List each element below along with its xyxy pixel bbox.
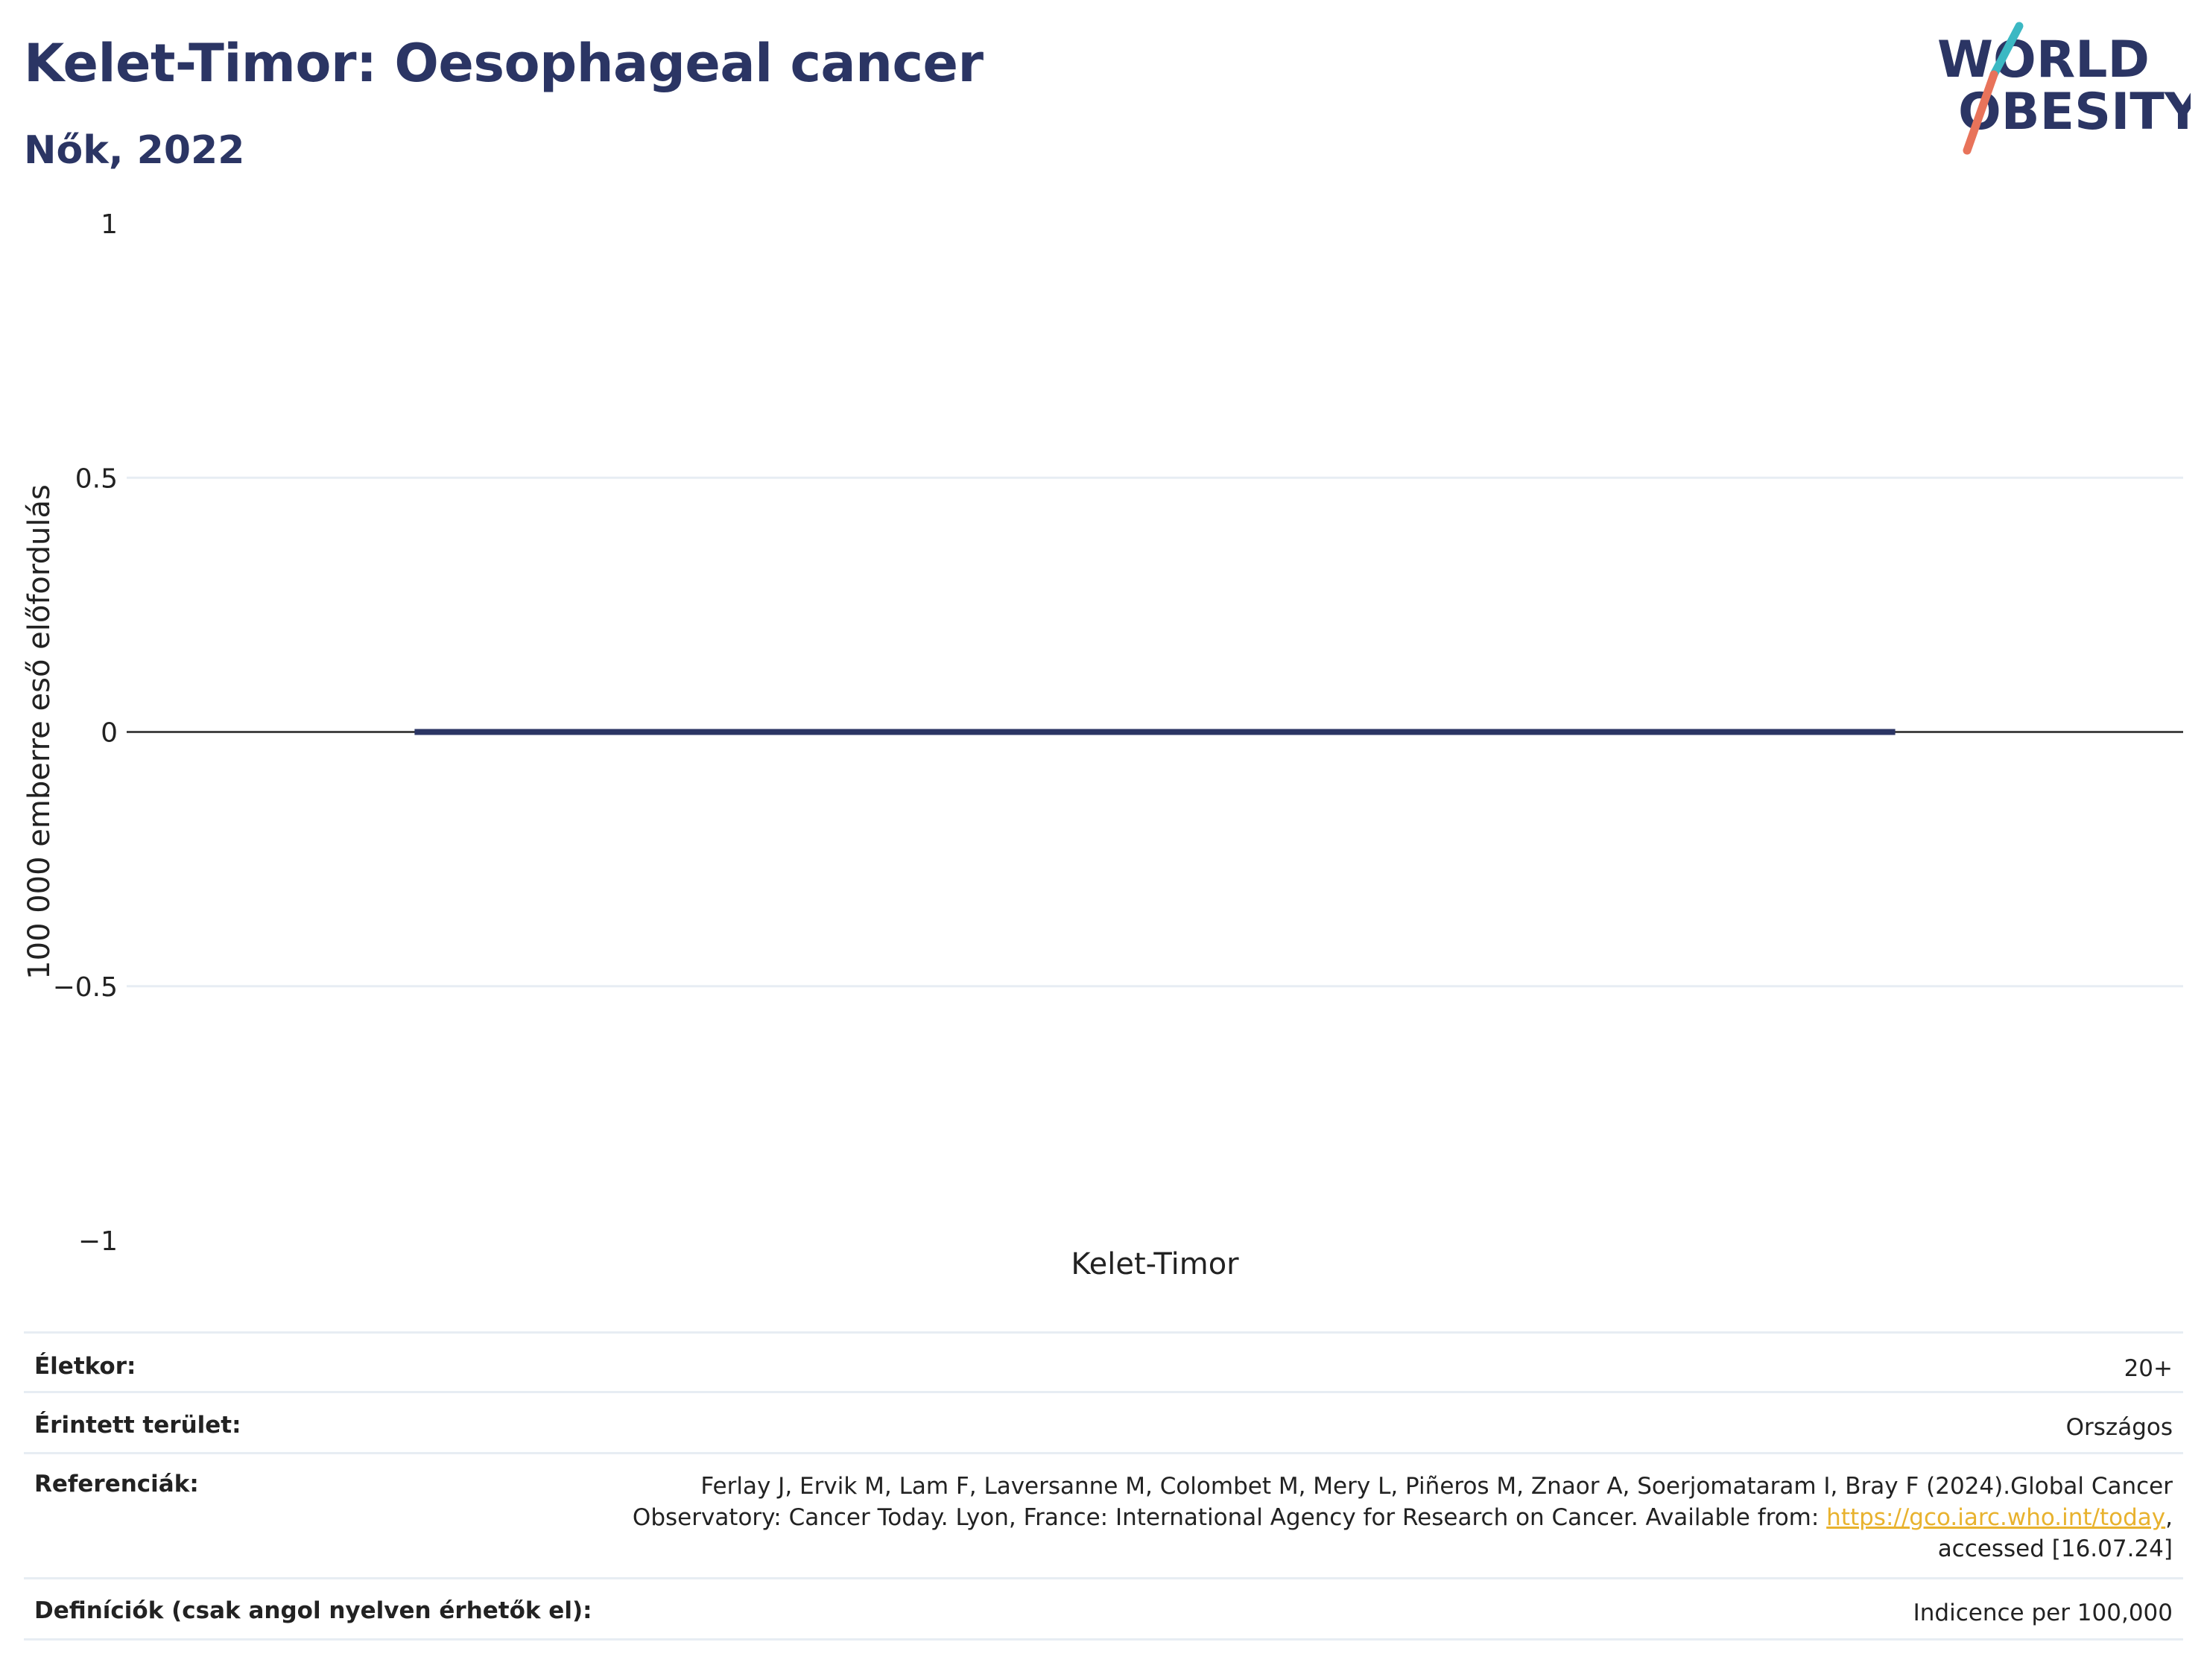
bar-kelet-timor [414, 729, 1896, 735]
logo-slash-teal [1989, 22, 2024, 79]
reference-link[interactable]: https://gco.iarc.who.int/today [1826, 1504, 2166, 1531]
references-value: Ferlay J, Ervik M, Lam F, Laversanne M, … [607, 1452, 2183, 1579]
reference-comma: , [2165, 1504, 2173, 1531]
x-axis-category-label: Kelet-Timor [1071, 1247, 1239, 1281]
y-tick-label: −1 [78, 1226, 118, 1257]
references-label: Referenciák: [24, 1452, 608, 1579]
y-tick-labels: 1 0.5 0 −0.5 −1 [53, 209, 118, 1257]
info-row-definitions: Definíciók (csak angol nyelven érhetők e… [24, 1577, 2183, 1641]
y-tick-label: 0.5 [75, 463, 118, 494]
area-value: Országos [607, 1391, 2183, 1454]
logo-slash-coral [1963, 70, 1998, 155]
y-tick-label: 0 [101, 718, 118, 749]
age-label: Életkor: [24, 1331, 608, 1392]
bars [414, 729, 1896, 735]
reference-text-line2: Observatory: Cancer Today. Lyon, France:… [632, 1504, 1827, 1531]
chart-subtitle: Nők, 2022 [24, 128, 245, 173]
gridlines [127, 476, 2183, 988]
y-axis-title: 100 000 emberre eső előfordulás [22, 484, 57, 980]
age-value: 20+ [607, 1331, 2183, 1392]
info-row-area: Érintett terület: Országos [24, 1391, 2183, 1454]
info-table: Életkor: 20+ Érintett terület: Országos … [24, 1331, 2183, 1641]
definitions-label: Definíciók (csak angol nyelven érhetők e… [24, 1577, 608, 1641]
bar-chart: 1 0.5 0 −0.5 −1 Kelet-Timor 100 000 emberre … [22, 209, 2183, 1281]
logo-word-world: WORLD [1937, 31, 2150, 89]
reference-text-line1: Ferlay J, Ervik M, Lam F, Laversanne M, … [700, 1473, 2173, 1500]
y-tick-label: 1 [101, 209, 118, 240]
info-row-age: Életkor: 20+ [24, 1331, 2183, 1392]
definitions-value: Indicence per 100,000 [607, 1577, 2183, 1641]
info-row-references: Referenciák: Ferlay J, Ervik M, Lam F, L… [24, 1452, 2183, 1579]
world-obesity-logo: WORLD OBESITY [1937, 22, 2191, 155]
logo-word-obesity: OBESITY [1958, 83, 2191, 142]
reference-accessed: accessed [16.07.24] [1937, 1535, 2173, 1562]
chart-title: Kelet-Timor: Oesophageal cancer [24, 33, 984, 94]
area-label: Érintett terület: [24, 1391, 608, 1454]
y-tick-label: −0.5 [53, 972, 118, 1003]
